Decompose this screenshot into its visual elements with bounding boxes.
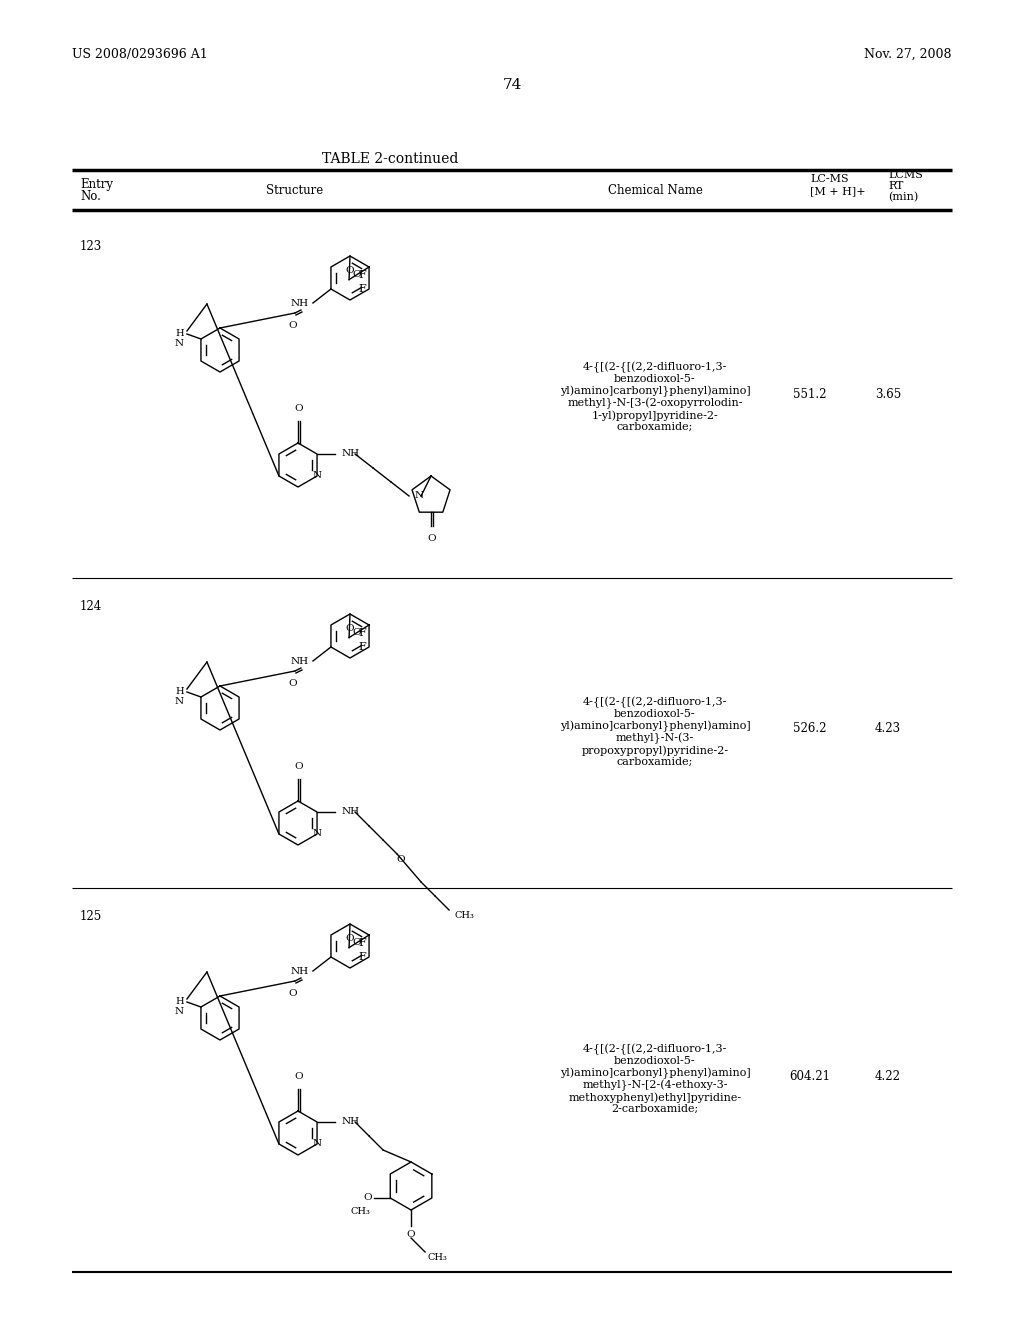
Text: NH: NH [341, 808, 359, 817]
Text: 604.21: 604.21 [790, 1069, 830, 1082]
Text: benzodioxol-5-: benzodioxol-5- [614, 374, 696, 384]
Text: N: N [312, 471, 322, 480]
Text: N: N [312, 829, 322, 838]
Text: O: O [295, 404, 303, 413]
Text: yl)amino]carbonyl}phenyl)amino]: yl)amino]carbonyl}phenyl)amino] [560, 1068, 751, 1080]
Text: methyl}-N-(3-: methyl}-N-(3- [615, 733, 694, 744]
Text: NH: NH [341, 1118, 359, 1126]
Text: NH: NH [291, 657, 309, 667]
Text: F: F [358, 642, 366, 652]
Text: TABLE 2-continued: TABLE 2-continued [322, 152, 458, 166]
Text: O: O [352, 628, 361, 638]
Text: O: O [352, 939, 361, 946]
Text: 551.2: 551.2 [794, 388, 826, 400]
Text: O: O [396, 855, 406, 865]
Text: NH: NH [291, 300, 309, 309]
Text: US 2008/0293696 A1: US 2008/0293696 A1 [72, 48, 208, 61]
Text: F: F [358, 952, 366, 961]
Text: N: N [175, 1007, 184, 1016]
Text: F: F [358, 627, 366, 638]
Text: CH₃: CH₃ [454, 912, 474, 920]
Text: Entry: Entry [80, 178, 113, 191]
Text: methyl}-N-[2-(4-ethoxy-3-: methyl}-N-[2-(4-ethoxy-3- [583, 1080, 728, 1092]
Text: carboxamide;: carboxamide; [616, 422, 693, 432]
Text: O: O [364, 1193, 373, 1203]
Text: Structure: Structure [266, 183, 324, 197]
Text: propoxypropyl)pyridine-2-: propoxypropyl)pyridine-2- [582, 744, 728, 755]
Text: H: H [175, 688, 184, 697]
Text: [M + H]+: [M + H]+ [810, 186, 865, 195]
Text: 4.22: 4.22 [874, 1069, 901, 1082]
Text: NH: NH [291, 968, 309, 977]
Text: methoxyphenyl)ethyl]pyridine-: methoxyphenyl)ethyl]pyridine- [568, 1092, 741, 1102]
Text: 2-carboxamide;: 2-carboxamide; [611, 1104, 698, 1114]
Text: No.: No. [80, 190, 101, 203]
Text: RT: RT [888, 181, 903, 191]
Text: 125: 125 [80, 909, 102, 923]
Text: O: O [352, 271, 361, 279]
Text: LC-MS: LC-MS [810, 174, 849, 183]
Text: O: O [295, 762, 303, 771]
Text: F: F [358, 937, 366, 948]
Text: 4.23: 4.23 [874, 722, 901, 735]
Text: O: O [407, 1230, 416, 1239]
Text: O: O [345, 265, 353, 275]
Text: O: O [345, 623, 353, 632]
Text: (min): (min) [888, 191, 919, 202]
Text: benzodioxol-5-: benzodioxol-5- [614, 709, 696, 719]
Text: N: N [175, 697, 184, 706]
Text: N: N [175, 339, 184, 348]
Text: O: O [345, 933, 353, 942]
Text: N: N [414, 491, 423, 500]
Text: yl)amino]carbonyl}phenyl)amino]: yl)amino]carbonyl}phenyl)amino] [560, 385, 751, 397]
Text: 4-{[(2-{[(2,2-difluoro-1,3-: 4-{[(2-{[(2,2-difluoro-1,3- [583, 1044, 727, 1056]
Text: 1-yl)propyl]pyridine-2-: 1-yl)propyl]pyridine-2- [592, 411, 719, 421]
Text: F: F [358, 269, 366, 280]
Text: O: O [428, 535, 436, 544]
Text: 124: 124 [80, 601, 102, 612]
Text: 526.2: 526.2 [794, 722, 826, 735]
Text: O: O [289, 989, 297, 998]
Text: carboxamide;: carboxamide; [616, 756, 693, 767]
Text: CH₃: CH₃ [427, 1254, 446, 1262]
Text: benzodioxol-5-: benzodioxol-5- [614, 1056, 696, 1067]
Text: NH: NH [341, 450, 359, 458]
Text: 4-{[(2-{[(2,2-difluoro-1,3-: 4-{[(2-{[(2,2-difluoro-1,3- [583, 697, 727, 709]
Text: 74: 74 [503, 78, 521, 92]
Text: methyl}-N-[3-(2-oxopyrrolodin-: methyl}-N-[3-(2-oxopyrrolodin- [567, 399, 742, 409]
Text: 123: 123 [80, 240, 102, 253]
Text: CH₃: CH₃ [350, 1208, 371, 1217]
Text: 4-{[(2-{[(2,2-difluoro-1,3-: 4-{[(2-{[(2,2-difluoro-1,3- [583, 362, 727, 374]
Text: H: H [175, 998, 184, 1006]
Text: Chemical Name: Chemical Name [607, 183, 702, 197]
Text: O: O [295, 1072, 303, 1081]
Text: N: N [312, 1139, 322, 1148]
Text: LCMS: LCMS [888, 170, 923, 180]
Text: F: F [358, 284, 366, 293]
Text: 3.65: 3.65 [874, 388, 901, 400]
Text: H: H [175, 330, 184, 338]
Text: O: O [289, 321, 297, 330]
Text: Nov. 27, 2008: Nov. 27, 2008 [864, 48, 952, 61]
Text: yl)amino]carbonyl}phenyl)amino]: yl)amino]carbonyl}phenyl)amino] [560, 721, 751, 733]
Text: O: O [289, 678, 297, 688]
